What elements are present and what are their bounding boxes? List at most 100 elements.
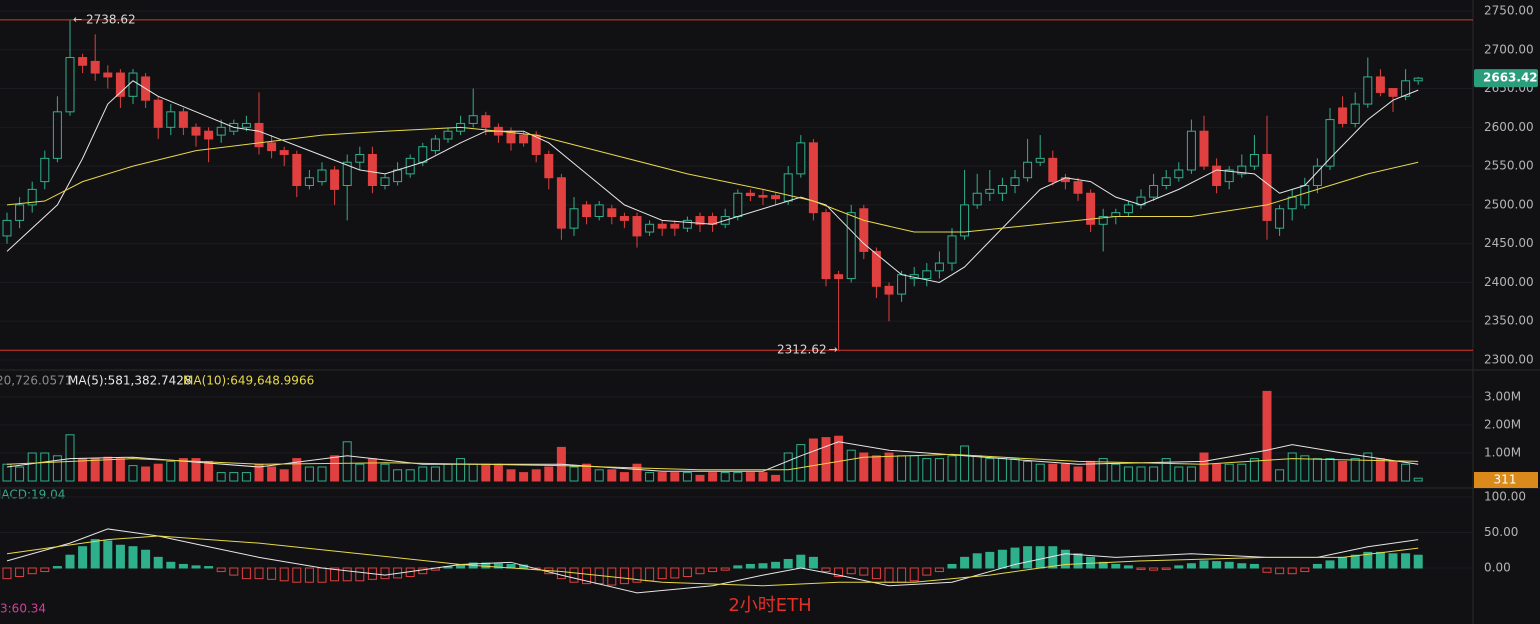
volume-bar bbox=[367, 458, 377, 482]
volume-bar bbox=[1060, 463, 1070, 482]
macd-bar bbox=[708, 567, 718, 573]
volume-bar bbox=[216, 472, 226, 482]
volume-bar bbox=[582, 463, 592, 482]
volume-bar bbox=[418, 466, 428, 482]
volume-bar bbox=[632, 463, 642, 482]
macd-bar bbox=[884, 567, 894, 583]
macd-bar bbox=[1035, 546, 1045, 569]
candle-body bbox=[1388, 88, 1398, 97]
candle-body bbox=[922, 270, 932, 280]
candle-body bbox=[985, 188, 995, 194]
volume-bar bbox=[1300, 455, 1310, 482]
volume-bar bbox=[393, 469, 403, 482]
macd-bar bbox=[1287, 567, 1297, 575]
volume-bar bbox=[317, 466, 327, 482]
volume-bar bbox=[279, 469, 289, 482]
volume-bar bbox=[758, 472, 768, 482]
candle-body bbox=[2, 219, 12, 237]
candle-body bbox=[330, 169, 340, 190]
volume-bar bbox=[241, 472, 251, 482]
macd-bar bbox=[1388, 553, 1398, 569]
candle-body bbox=[1123, 204, 1133, 214]
volume-bar bbox=[443, 463, 453, 482]
macd-bar bbox=[1249, 563, 1259, 569]
candle-body bbox=[1023, 161, 1033, 179]
macd-bar bbox=[241, 567, 251, 580]
y-tick-label: 2750.00 bbox=[1484, 4, 1534, 18]
macd-bar bbox=[191, 565, 201, 569]
macd-bar bbox=[1186, 563, 1196, 569]
volume-bar bbox=[695, 474, 705, 482]
macd-bar bbox=[65, 554, 75, 569]
macd-bar bbox=[871, 567, 881, 580]
ma-line bbox=[6, 80, 1419, 283]
macd-bar bbox=[166, 561, 176, 569]
macd-bar bbox=[619, 567, 629, 585]
y-tick-label: 2700.00 bbox=[1484, 42, 1534, 56]
macd-bar bbox=[178, 563, 188, 569]
candle-body bbox=[1401, 80, 1411, 97]
volume-bar bbox=[1224, 463, 1234, 482]
macd-bar bbox=[330, 567, 340, 582]
candle-body bbox=[771, 195, 781, 200]
candle-body bbox=[1212, 165, 1222, 187]
volume-bar bbox=[481, 463, 491, 482]
macd-bar bbox=[128, 546, 138, 569]
volume-bar bbox=[1249, 458, 1259, 482]
candle-body bbox=[897, 274, 907, 295]
candle-body bbox=[1149, 185, 1159, 198]
volume-bar bbox=[1161, 458, 1171, 482]
macd-bar bbox=[582, 567, 592, 585]
candle-body bbox=[355, 153, 365, 163]
volume-bar bbox=[934, 458, 944, 482]
candle-body bbox=[15, 204, 25, 221]
volume-bar bbox=[1363, 452, 1373, 482]
watermark: 2小时ETH bbox=[728, 595, 811, 616]
volume-bar bbox=[645, 472, 655, 482]
candle-body bbox=[292, 153, 302, 187]
ma-line bbox=[6, 528, 1419, 594]
candle-body bbox=[1098, 216, 1108, 225]
volume-badge-label: 311 bbox=[1494, 473, 1517, 487]
macd-bar bbox=[103, 540, 113, 569]
volume-bar bbox=[355, 463, 365, 482]
candle-body bbox=[1375, 76, 1385, 93]
candle-body bbox=[846, 212, 856, 280]
volume-bar bbox=[204, 460, 214, 482]
volume-bar bbox=[1262, 390, 1272, 482]
macd-bar bbox=[15, 567, 25, 578]
macd-bar bbox=[317, 567, 327, 583]
volume-bar bbox=[456, 458, 466, 482]
candle-body bbox=[393, 169, 403, 183]
volume-bar bbox=[1174, 466, 1184, 482]
candle-body bbox=[317, 169, 327, 183]
volume-bar bbox=[1212, 463, 1222, 482]
macd-bar bbox=[682, 567, 692, 578]
volume-bar bbox=[1401, 463, 1411, 482]
macd-bar bbox=[909, 567, 919, 582]
y-tick-label: 0.00 bbox=[1484, 561, 1511, 575]
volume-bar bbox=[682, 472, 692, 482]
candle-body bbox=[972, 192, 982, 206]
macd-bar bbox=[997, 549, 1007, 569]
macd-bar bbox=[720, 567, 730, 571]
volume-bar bbox=[1149, 466, 1159, 482]
volume-bar bbox=[720, 472, 730, 482]
candle-body bbox=[1413, 77, 1423, 82]
volume-bar bbox=[922, 458, 932, 482]
candle-body bbox=[52, 111, 62, 159]
macd-bar bbox=[771, 561, 781, 569]
macd-bar bbox=[808, 556, 818, 569]
volume-bar bbox=[141, 466, 151, 482]
ma-line bbox=[6, 453, 1419, 471]
macd-bar bbox=[569, 567, 579, 583]
candle-body bbox=[1325, 119, 1335, 167]
macd-bar bbox=[1123, 565, 1133, 569]
macd-bar bbox=[1237, 563, 1247, 569]
volume-bar bbox=[115, 458, 125, 482]
candle-body bbox=[254, 122, 264, 148]
macd-bar bbox=[1363, 551, 1373, 569]
volume-bar bbox=[292, 458, 302, 482]
